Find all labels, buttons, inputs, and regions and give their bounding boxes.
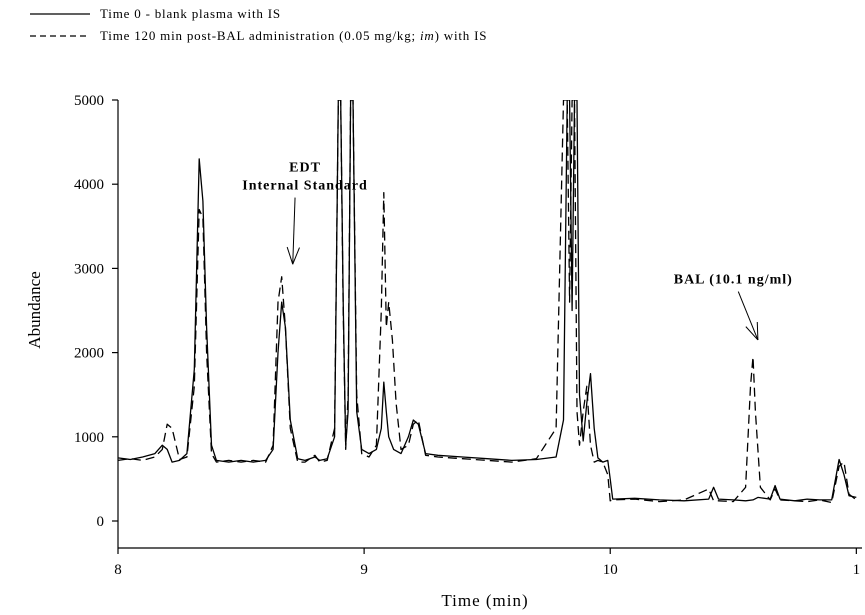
y-tick-label: 3000 <box>74 261 104 277</box>
annotation-arrow <box>737 291 759 341</box>
annotation-arrowhead <box>745 326 759 341</box>
legend: Time 0 - blank plasma with IS Time 120 m… <box>30 6 487 43</box>
y-tick-label: 1000 <box>74 430 104 446</box>
series-line-2 <box>118 100 857 504</box>
x-axis: 8 9 10 1 <box>114 547 862 578</box>
annotation-label: Internal Standard <box>242 179 368 194</box>
series-line-1 <box>118 100 857 502</box>
y-axis: 0 1000 2000 3000 4000 5000 <box>74 93 119 548</box>
annotation-arrowhead <box>756 321 759 340</box>
y-tick-label: 0 <box>97 514 105 530</box>
y-tick-label: 4000 <box>74 177 104 193</box>
x-axis-label: Time (min) <box>441 591 528 610</box>
x-tick-label: 1 <box>853 562 861 578</box>
annotation-arrowhead <box>292 247 300 265</box>
annotation-label: BAL (10.1 ng/ml) <box>674 273 793 288</box>
legend-label-series-1: Time 0 - blank plasma with IS <box>100 6 281 21</box>
y-tick-label: 5000 <box>74 93 104 109</box>
annotations: EDT Internal Standard BAL (10.1 ng/ml) <box>242 161 793 341</box>
x-tick-label: 10 <box>603 562 618 578</box>
annotation-arrowhead <box>286 246 294 265</box>
y-tick-label: 2000 <box>74 346 104 362</box>
annotation-label: EDT <box>289 161 321 176</box>
annotation-arrow <box>292 197 296 265</box>
legend-label-series-2: Time 120 min post-BAL administration (0.… <box>100 28 487 43</box>
x-tick-label: 8 <box>114 562 122 578</box>
y-axis-label: Abundance <box>25 271 44 348</box>
legend-italic-im: im <box>420 28 435 43</box>
x-tick-label: 9 <box>360 562 368 578</box>
plot-area <box>118 100 857 504</box>
